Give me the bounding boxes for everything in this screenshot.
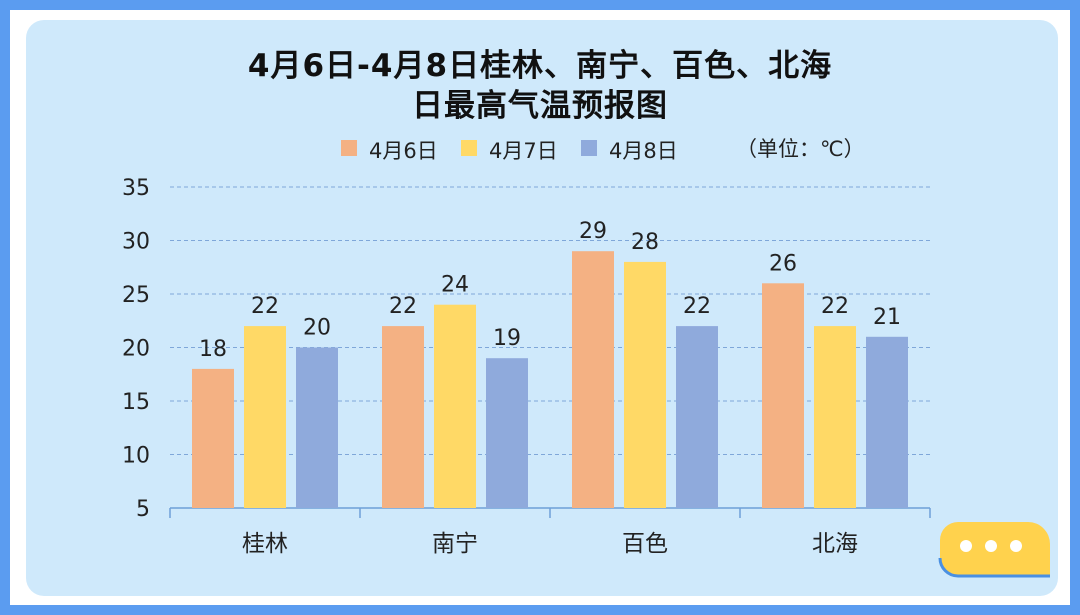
bar (814, 326, 856, 508)
data-label: 22 (389, 294, 417, 319)
bar (486, 358, 528, 508)
legend-label-series-2: 4月7日 (489, 139, 558, 163)
bar (434, 304, 476, 508)
legend-swatch-series-3 (581, 140, 597, 156)
chat-bubble-icon (938, 520, 1052, 578)
data-label: 28 (631, 230, 659, 255)
data-label: 21 (873, 305, 901, 330)
x-tick-label: 百色 (622, 531, 668, 557)
data-label: 22 (821, 294, 849, 319)
y-tick-label: 25 (122, 283, 150, 308)
y-tick-label: 35 (122, 176, 150, 201)
chart-title-line1: 4月6日-4月8日桂林、南宁、百色、北海 (247, 48, 833, 84)
bar (244, 326, 286, 508)
data-label: 22 (251, 294, 279, 319)
data-label: 24 (441, 273, 469, 298)
data-label: 22 (683, 294, 711, 319)
legend-swatch-series-1 (341, 140, 357, 156)
y-tick-label: 5 (136, 497, 150, 522)
chart-title-line2: 日最高气温预报图 (412, 88, 668, 124)
bar (382, 326, 424, 508)
y-tick-label: 10 (122, 444, 150, 469)
data-label: 20 (303, 316, 331, 341)
bar (866, 336, 908, 508)
x-tick-label: 北海 (812, 531, 858, 557)
x-tick-label: 桂林 (242, 531, 288, 557)
data-label: 26 (769, 251, 797, 276)
y-tick-label: 30 (122, 230, 150, 255)
legend-swatch-series-2 (461, 140, 477, 156)
bar (296, 347, 338, 508)
bar (676, 326, 718, 508)
data-label: 19 (493, 326, 521, 351)
bar (192, 368, 234, 508)
x-tick-label: 南宁 (432, 531, 478, 557)
y-tick-label: 15 (122, 390, 150, 415)
data-label: 29 (579, 219, 607, 244)
data-label: 18 (199, 337, 227, 362)
legend-label-series-1: 4月6日 (369, 139, 438, 163)
bar (762, 283, 804, 508)
legend-label-series-3: 4月8日 (609, 139, 678, 163)
bar (572, 251, 614, 508)
bar (624, 261, 666, 508)
y-tick-label: 20 (122, 337, 150, 362)
unit-label: （单位：℃） (736, 137, 865, 161)
